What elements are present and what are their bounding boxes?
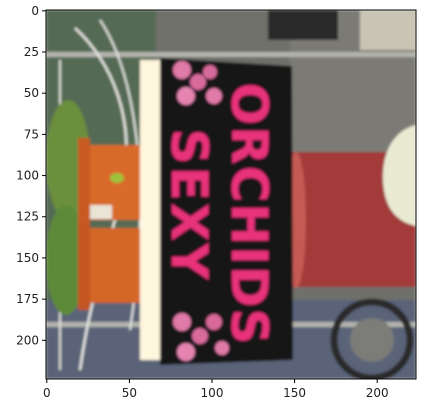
y-tick-label: 0: [31, 4, 39, 18]
y-axis: 0 25 50 75 100 125 150 175 200: [16, 4, 46, 347]
x-tick-label: 200: [366, 386, 389, 400]
pot-bottom: [82, 228, 150, 303]
pot-top-rim: [78, 138, 90, 226]
y-tick-label: 125: [16, 210, 39, 224]
y-tick-label: 200: [16, 333, 39, 347]
white-bowl: [382, 125, 416, 226]
x-tick-label: 50: [122, 386, 137, 400]
y-tick-label: 50: [24, 86, 39, 100]
y-tick-label: 175: [16, 292, 39, 306]
bicycle-hub: [350, 318, 394, 362]
photo-content: ORCHIDS SEXY: [46, 10, 416, 379]
sign-text-orchids: ORCHIDS: [220, 83, 278, 346]
x-axis: 0 50 100 150 200: [43, 379, 389, 400]
sign-board: [160, 58, 293, 365]
x-tick-label: 100: [201, 386, 224, 400]
pot-sticker: [110, 173, 124, 183]
y-tick-label: 100: [16, 169, 39, 183]
y-tick-label: 75: [24, 127, 39, 141]
light-object-top: [360, 10, 416, 50]
pot-bottom-rim: [78, 222, 90, 310]
sign-text-sexy: SEXY: [160, 129, 218, 282]
y-tick-label: 25: [24, 45, 39, 59]
orchid-bottom: [173, 313, 229, 361]
x-tick-label: 0: [43, 386, 51, 400]
rod-top: [46, 52, 416, 57]
dark-object-top: [268, 10, 338, 40]
x-tick-label: 150: [283, 386, 306, 400]
plant-leaves-bottom: [46, 205, 86, 315]
y-tick-label: 150: [16, 251, 39, 265]
bicycle-wheel: [330, 298, 414, 379]
orchid-top: [173, 61, 222, 105]
axes-frame: [45, 9, 417, 380]
pot-label: [90, 205, 112, 219]
